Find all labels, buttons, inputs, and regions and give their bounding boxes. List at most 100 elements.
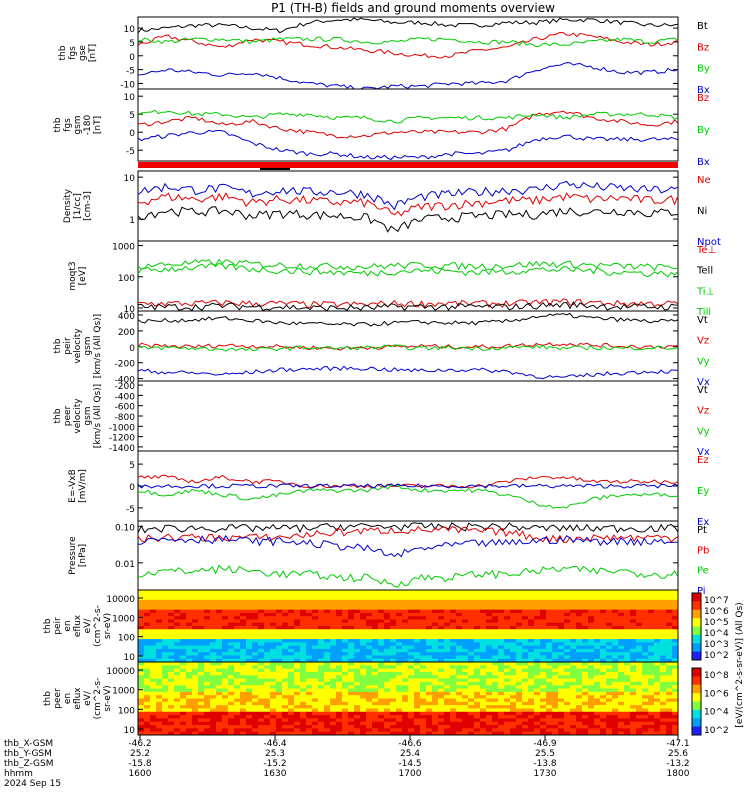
spectrogram-cell <box>540 599 547 604</box>
spectrogram-cell <box>168 632 175 637</box>
spectrogram-cell <box>648 711 655 716</box>
footer-label: 2024 Sep 15 <box>4 779 61 789</box>
spectrogram-cell <box>156 606 163 611</box>
spectrogram-cell <box>474 705 481 709</box>
spectrogram-cell <box>270 642 277 647</box>
spectrogram-cell <box>600 715 607 719</box>
spectrogram-cell <box>462 662 469 666</box>
legend-Ti⊥: Ti⊥ <box>696 286 714 297</box>
spectrogram-cell <box>588 681 595 686</box>
spectrogram-cell <box>552 698 559 703</box>
spectrogram-cell <box>306 648 313 653</box>
spectrogram-cell <box>642 695 649 699</box>
spectrogram-cell <box>174 715 181 719</box>
spectrogram-cell <box>642 731 649 736</box>
spectrogram-cell <box>240 590 247 594</box>
spectrogram-cell <box>222 616 229 620</box>
ytick-label: 5 <box>129 39 135 49</box>
spectrogram-cell <box>342 622 349 627</box>
spectrogram-cell <box>540 648 547 653</box>
spectrogram-cell <box>606 688 613 693</box>
spectrogram-cell <box>306 619 313 624</box>
spectrogram-cell <box>528 590 535 594</box>
spectrogram-cell <box>276 655 283 660</box>
spectrogram-cell <box>510 619 517 624</box>
spectrogram-cell <box>294 635 301 640</box>
panel-6-ylabel: velocity <box>73 398 83 434</box>
spectrogram-cell <box>414 642 421 647</box>
spectrogram-cell <box>354 616 361 620</box>
spectrogram-cell <box>648 718 655 723</box>
spectrogram-cell <box>612 655 619 660</box>
spectrogram-cell <box>624 626 631 630</box>
spectrogram-cell <box>210 616 217 620</box>
spectrogram-cell <box>360 698 367 703</box>
spectrogram-cell <box>630 635 637 640</box>
spectrogram-cell <box>546 688 553 693</box>
spectrogram-cell <box>606 635 613 640</box>
spectrogram-cell <box>672 665 679 670</box>
spectrogram-cell <box>396 606 403 611</box>
spectrogram-cell <box>258 642 265 647</box>
spectrogram-cell <box>330 665 337 670</box>
spectrogram-cell <box>474 642 481 647</box>
spectrogram-cell <box>468 609 475 614</box>
spectrogram-cell <box>654 665 661 670</box>
spectrogram-cell <box>264 655 271 660</box>
spectrogram-cell <box>408 688 415 693</box>
spectrogram-cell <box>246 629 253 634</box>
spectrogram-cell <box>468 642 475 647</box>
spectrogram-cell <box>240 698 247 703</box>
spectrogram-cell <box>426 632 433 637</box>
spectrogram-cell <box>618 711 625 716</box>
spectrogram-cell <box>630 665 637 670</box>
spectrogram-cell <box>468 590 475 594</box>
spectrogram-cell <box>270 658 277 663</box>
spectrogram-cell <box>282 688 289 693</box>
spectrogram-cell <box>570 629 577 634</box>
spectrogram-cell <box>414 675 421 680</box>
spectrogram-cell <box>576 632 583 637</box>
spectrogram-cell <box>144 639 151 643</box>
spectrogram-cell <box>486 715 493 719</box>
spectrogram-cell <box>672 648 679 653</box>
spectrogram-cell <box>186 681 193 686</box>
spectrogram-cell <box>588 603 595 607</box>
colorbar-top-segment <box>692 634 701 644</box>
spectrogram-cell <box>192 688 199 693</box>
spectrogram-cell <box>282 701 289 706</box>
spectrogram-cell <box>162 668 169 673</box>
spectrogram-cell <box>420 688 427 693</box>
spectrogram-cell <box>588 590 595 594</box>
spectrogram-cell <box>576 705 583 709</box>
spectrogram-cell <box>666 629 673 634</box>
spectrogram-cell <box>546 655 553 660</box>
spectrogram-cell <box>480 612 487 617</box>
spectrogram-cell <box>216 655 223 660</box>
spectrogram-cell <box>138 612 145 617</box>
spectrogram-cell <box>546 708 553 713</box>
spectrogram-cell <box>216 606 223 611</box>
spectrogram-cell <box>492 701 499 706</box>
spectrogram-cell <box>240 695 247 699</box>
spectrogram-cell <box>276 622 283 627</box>
spectrogram-cell <box>648 691 655 696</box>
spectrogram-cell <box>270 675 277 680</box>
spectrogram-cell <box>186 668 193 673</box>
spectrogram-cell <box>636 691 643 696</box>
spectrogram-cell <box>168 711 175 716</box>
spectrogram-cell <box>480 728 487 733</box>
spectrogram-cell <box>288 619 295 624</box>
spectrogram-cell <box>636 632 643 637</box>
spectrogram-cell <box>252 593 259 598</box>
spectrogram-cell <box>318 652 325 656</box>
spectrogram-cell <box>330 599 337 604</box>
spectrogram-cell <box>582 731 589 736</box>
spectrogram-cell <box>234 642 241 647</box>
spectrogram-cell <box>504 711 511 716</box>
spectrogram-cell <box>234 629 241 634</box>
spectrogram-cell <box>564 731 571 736</box>
spectrogram-cell <box>198 606 205 611</box>
spectrogram-cell <box>438 695 445 699</box>
spectrogram-cell <box>168 665 175 670</box>
